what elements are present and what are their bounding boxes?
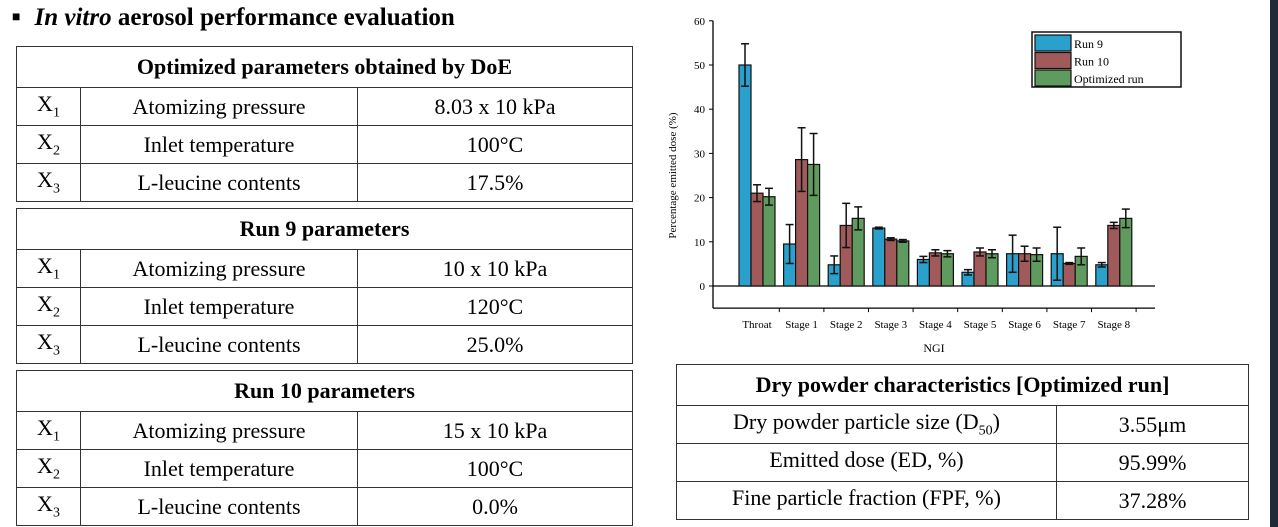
section-title: ■ In vitro aerosol performance evaluation <box>12 4 455 31</box>
bar-optimized-run <box>940 253 954 287</box>
bar-run-10 <box>884 238 898 287</box>
parameter-name: Atomizing pressure <box>80 411 358 450</box>
parameter-name: Atomizing pressure <box>80 87 358 126</box>
table-row: Emitted dose (ED, %) 95.99% <box>676 443 1249 482</box>
parameter-value: 17.5% <box>357 163 633 202</box>
table-header: Run 9 parameters <box>16 208 633 250</box>
parameter-value: 100°C <box>357 449 633 488</box>
parameter-table: Run 10 parameters X1 Atomizing pressure 15 … <box>16 370 633 526</box>
y-tick-label: 30 <box>694 148 706 160</box>
parameter-name: Inlet temperature <box>80 125 358 164</box>
parameter-value: 15 x 10 kPa <box>357 411 633 450</box>
y-tick-label: 10 <box>694 237 706 249</box>
variable-cell: X2 <box>16 449 81 488</box>
x-tick-label: Stage 6 <box>1008 319 1041 331</box>
parameter-name: Inlet temperature <box>80 287 358 326</box>
y-tick-label: 60 <box>694 16 706 28</box>
bar-run-10 <box>973 251 987 287</box>
table-row: Fine particle fraction (FPF, %) 37.28% <box>676 481 1249 520</box>
y-tick-label: 50 <box>694 60 706 72</box>
ngi-bar-chart: 0 10 20 30 40 50 60 Throat Stage 1 Stage 2 Stage 3… <box>667 16 1182 355</box>
variable-cell: X3 <box>16 325 81 364</box>
bar-optimized-run <box>762 196 776 287</box>
dry-powder-table: Dry powder characteristics [Optimized ru… <box>676 364 1249 520</box>
parameter-value: 100°C <box>357 125 633 164</box>
parameter-value: 0.0% <box>357 487 633 526</box>
variable-cell: X3 <box>16 163 81 202</box>
x-tick-label: Stage 4 <box>919 319 952 331</box>
bar-optimized-run <box>1119 217 1133 287</box>
bar-run-9 <box>872 227 886 287</box>
x-tick-label: Stage 7 <box>1053 319 1086 331</box>
characteristic-name: Dry powder particle size (D50) <box>676 405 1057 444</box>
x-tick-label: Stage 3 <box>874 319 907 331</box>
characteristic-name: Emitted dose (ED, %) <box>676 443 1057 482</box>
bar-run-10 <box>1062 262 1076 287</box>
x-tick-label: Stage 5 <box>964 319 997 331</box>
legend-swatch <box>1034 34 1072 52</box>
characteristic-name: Fine particle fraction (FPF, %) <box>676 481 1057 520</box>
y-tick-label: 20 <box>694 193 706 205</box>
characteristic-value: 3.55μm <box>1056 405 1249 444</box>
parameter-name: L-leucine contents <box>80 487 358 526</box>
variable-cell: X1 <box>16 249 81 288</box>
bar-optimized-run <box>985 253 999 287</box>
x-axis-label: NGI <box>923 341 944 355</box>
variable-cell: X3 <box>16 487 81 526</box>
table-row: X1 Atomizing pressure 8.03 x 10 kPa <box>16 87 633 126</box>
y-axis-label: Percentage emitted dose (%) <box>667 112 679 238</box>
window-edge <box>1270 0 1278 527</box>
parameter-name: L-leucine contents <box>80 163 358 202</box>
table-row: X1 Atomizing pressure 10 x 10 kPa <box>16 249 633 288</box>
table-header: Run 10 parameters <box>16 370 633 412</box>
legend-swatch <box>1034 51 1072 70</box>
variable-cell: X1 <box>16 411 81 450</box>
table-row: Dry powder particle size (D50) 3.55μm <box>676 405 1249 444</box>
bar-run-9 <box>738 64 752 287</box>
table-row: X1 Atomizing pressure 15 x 10 kPa <box>16 411 633 450</box>
variable-cell: X2 <box>16 125 81 164</box>
table-row: X3 L-leucine contents 17.5% <box>16 163 633 202</box>
table-header: Dry powder characteristics [Optimized ru… <box>676 364 1249 406</box>
parameter-name: Atomizing pressure <box>80 249 358 288</box>
table-row: X3 L-leucine contents 25.0% <box>16 325 633 364</box>
parameter-table: Optimized parameters obtained by DoE X1 At… <box>16 46 633 202</box>
parameter-table: Run 9 parameters X1 Atomizing pressure 10 x… <box>16 208 633 364</box>
bar-run-10 <box>1107 224 1121 287</box>
x-tick-label: Stage 2 <box>830 319 863 331</box>
bar-run-9 <box>916 258 930 287</box>
bar-run-9 <box>1095 264 1109 287</box>
variable-cell: X1 <box>16 87 81 126</box>
legend-label: Run 9 <box>1074 37 1103 51</box>
legend-label: Optimized run <box>1074 72 1144 86</box>
x-tick-label: Stage 1 <box>785 319 818 331</box>
table-header: Optimized parameters obtained by DoE <box>16 46 633 88</box>
legend-label: Run 10 <box>1074 55 1109 69</box>
table-row: X2 Inlet temperature 120°C <box>16 287 633 326</box>
variable-cell: X2 <box>16 287 81 326</box>
y-tick-label: 0 <box>700 281 706 293</box>
parameter-value: 25.0% <box>357 325 633 364</box>
bullet-icon: ■ <box>12 10 21 25</box>
x-tick-label: Throat <box>742 319 771 331</box>
y-tick-label: 40 <box>694 104 706 116</box>
bar-run-10 <box>928 252 942 287</box>
characteristic-value: 95.99% <box>1056 443 1249 482</box>
characteristic-value: 37.28% <box>1056 481 1249 520</box>
parameter-value: 8.03 x 10 kPa <box>357 87 633 126</box>
table-row: X2 Inlet temperature 100°C <box>16 125 633 164</box>
bar-run-10 <box>750 192 764 287</box>
table-row: X2 Inlet temperature 100°C <box>16 449 633 488</box>
parameter-name: Inlet temperature <box>80 449 358 488</box>
legend-swatch <box>1034 69 1072 87</box>
parameter-value: 120°C <box>357 287 633 326</box>
parameter-name: L-leucine contents <box>80 325 358 364</box>
parameter-value: 10 x 10 kPa <box>357 249 633 288</box>
x-tick-label: Stage 8 <box>1097 319 1130 331</box>
table-row: X3 L-leucine contents 0.0% <box>16 487 633 526</box>
bar-optimized-run <box>896 240 910 287</box>
